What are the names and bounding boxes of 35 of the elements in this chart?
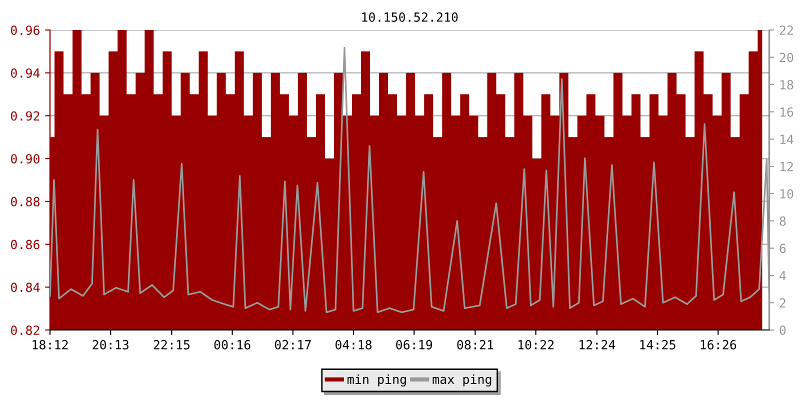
x-tick-label: 12:24 (580, 340, 616, 350)
y2-tick-label: 2 (780, 298, 786, 308)
y2-tick-label: 12 (780, 162, 793, 172)
x-tick-label: 14:25 (640, 340, 676, 350)
y2-tick-label: 4 (780, 271, 786, 280)
x-tick-label: 16:26 (700, 340, 736, 350)
y2-tick-label: 6 (780, 244, 786, 254)
y2-tick-label: 8 (780, 216, 786, 226)
x-tick-label: 00:16 (214, 340, 250, 350)
x-tick-label: 06:19 (396, 340, 432, 350)
y2-tick-label: 16 (780, 107, 794, 117)
y-tick-label: 0.92 (10, 111, 40, 121)
x-tick-label: 20:13 (92, 340, 128, 350)
x-tick-label: 22:15 (154, 340, 190, 350)
y-tick-label: 0.90 (10, 154, 40, 164)
legend-label: max ping (432, 374, 492, 386)
legend-label: min ping (348, 374, 406, 386)
y-tick-label: 0.82 (10, 326, 40, 335)
x-tick-label: 18:12 (32, 340, 68, 350)
y-tick-label: 0.84 (10, 282, 40, 292)
y2-tick-label: 0 (780, 326, 786, 335)
y2-tick-label: 18 (780, 80, 794, 90)
y2-tick-label: 14 (780, 134, 794, 144)
y2-tick-label: 10 (780, 189, 794, 199)
x-tick-label: 08:21 (457, 340, 494, 350)
y-tick-label: 0.86 (10, 240, 40, 250)
x-tick-label: 04:18 (336, 340, 372, 350)
x-tick-label: 02:17 (274, 340, 311, 350)
x-tick-label: 10:22 (518, 340, 554, 350)
y2-tick-label: 20 (780, 52, 794, 62)
y-tick-label: 0.96 (10, 26, 40, 35)
y-tick-label: 0.88 (10, 196, 40, 206)
y2-tick-label: 22 (780, 26, 793, 35)
y-tick-label: 0.94 (10, 68, 40, 78)
chart-title: 10.150.52.210 (362, 12, 458, 22)
